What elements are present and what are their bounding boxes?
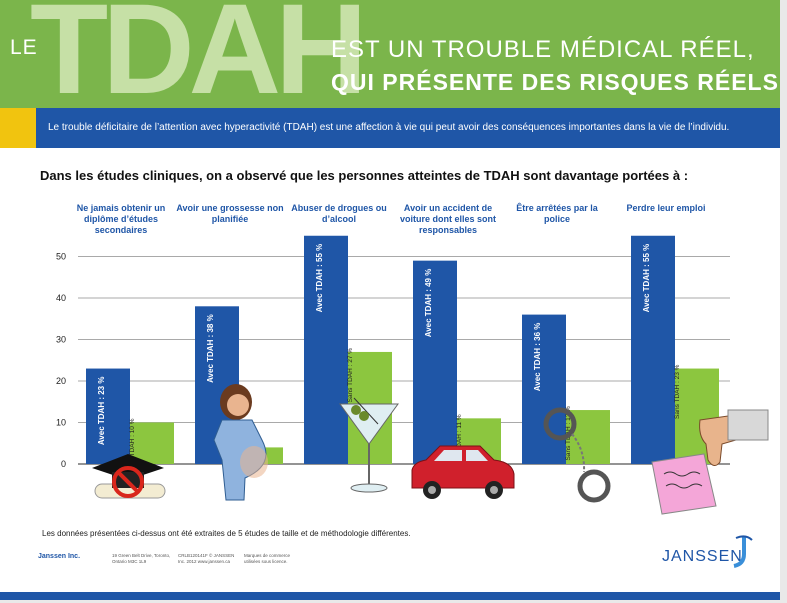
bar-avec-tdah-5 — [522, 314, 566, 464]
data-label-avec-4: Avec TDAH : 49 % — [424, 269, 433, 338]
handcuffs-icon — [543, 407, 611, 503]
y-tick-label-50: 50 — [56, 252, 66, 262]
header: TDAH LE EST UN TROUBLE MÉDICAL RÉEL, QUI… — [0, 0, 780, 114]
data-label-avec-5: Avec TDAH : 36 % — [533, 323, 542, 392]
footer-bar — [0, 592, 780, 600]
header-line-1: EST UN TROUBLE MÉDICAL RÉEL, — [331, 36, 755, 63]
data-label-avec-3: Avec TDAH : 55 % — [315, 244, 324, 313]
footer-brand: Janssen Inc. — [38, 553, 81, 560]
thumbs-down-icon — [651, 409, 769, 515]
data-label-sans-6: Sans TDAH : 23 % — [674, 364, 681, 419]
y-tick-label-40: 40 — [56, 293, 66, 303]
martini-glass-icon — [339, 397, 399, 493]
header-line-2: QUI PRÉSENTE DES RISQUES RÉELS — [331, 69, 779, 95]
y-tick-label-30: 30 — [56, 335, 66, 345]
footer-legal: CRLB120141F © JANSSEN Inc. 2012 www.jans… — [178, 553, 235, 564]
y-tick-label-0: 0 — [61, 459, 66, 469]
footnote: Les données présentées ci-dessus ont été… — [42, 529, 411, 538]
header-le: LE — [10, 36, 38, 59]
category-label-5: Être arrêtées par la police — [516, 203, 598, 224]
category-label-3: Abuser de drogues ou d’alcool — [291, 203, 387, 224]
banner-accent — [0, 108, 36, 148]
janssen-logo-mark-icon — [733, 535, 753, 568]
y-tick-label-20: 20 — [56, 376, 66, 386]
bar-avec-tdah-6 — [631, 235, 675, 464]
info-banner — [0, 108, 780, 148]
bar-avec-tdah-3 — [304, 235, 348, 464]
bar-sans-tdah-1 — [130, 422, 174, 464]
bar-avec-tdah-4 — [413, 260, 457, 464]
y-tick-label-10: 10 — [56, 418, 66, 428]
janssen-logo: JANSSEN — [662, 548, 743, 565]
red-car-icon — [411, 445, 515, 499]
data-label-avec-6: Avec TDAH : 55 % — [642, 244, 651, 313]
footer-trademark: Marques de commerce utilisées sous licen… — [244, 553, 291, 564]
data-label-sans-3: Sans TDAH : 27 % — [347, 348, 354, 403]
data-label-avec-2: Avec TDAH : 38 % — [206, 314, 215, 383]
footer-address: 19 Green Belt Drive, Toronto, Ontario M3… — [112, 553, 171, 564]
data-label-avec-1: Avec TDAH : 23 % — [97, 377, 106, 446]
category-label-6: Perdre leur emploi — [626, 203, 706, 213]
pregnant-woman-icon — [213, 384, 268, 501]
category-label-4: Avoir un accident de voiture dont elles … — [399, 203, 496, 235]
header-acronym: TDAH — [30, 0, 367, 121]
graduation-cap-icon — [92, 454, 166, 499]
category-label-2: Avoir une grossesse non planifiée — [176, 203, 284, 224]
bar-avec-tdah-1 — [86, 368, 130, 464]
category-label-1: Ne jamais obtenir un diplôme d’études se… — [76, 203, 166, 235]
chart-question: Dans les études cliniques, on a observé … — [40, 168, 689, 183]
banner-text: Le trouble déficitaire de l’attention av… — [48, 122, 730, 133]
data-label-sans-4: Sans TDAH : 11 % — [456, 414, 463, 468]
data-label-sans-1: Sans TDAH : 10 % — [129, 418, 136, 473]
